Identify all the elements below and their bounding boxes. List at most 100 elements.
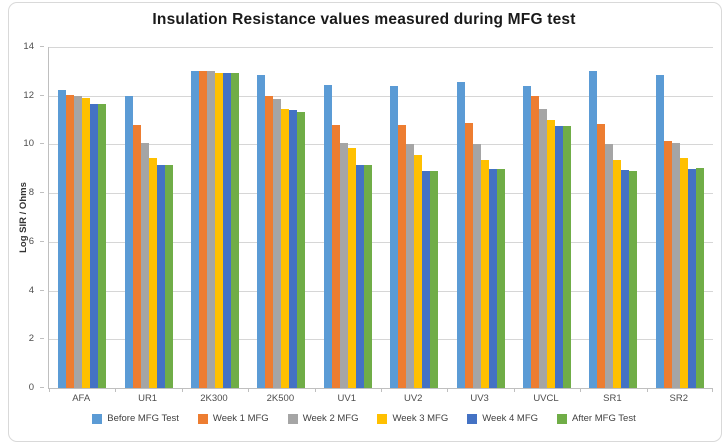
legend-label: Week 1 MFG — [212, 413, 269, 424]
gridline-y6 — [49, 241, 713, 243]
x-tick-mark — [49, 388, 50, 392]
plot-area — [48, 47, 713, 392]
y-tick-mark — [40, 94, 44, 96]
legend-label: Week 3 MFG — [392, 413, 449, 424]
bar-week-3-mfg-2k300 — [214, 72, 223, 388]
bar-week-4-mfg-afa — [90, 104, 99, 388]
bar-group-ur1 — [115, 47, 181, 388]
bar-group-afa — [49, 47, 115, 388]
bar-after-mfg-test-uv3 — [496, 168, 505, 388]
x-tick-mark — [646, 388, 648, 392]
bar-week-4-mfg-2k500 — [289, 110, 298, 388]
y-tick-mark — [40, 46, 44, 47]
legend-label: After MFG Test — [572, 413, 636, 424]
bar-week-3-mfg-uvcl — [546, 120, 555, 388]
bar-after-mfg-test-uv2 — [430, 171, 439, 388]
legend-label: Week 2 MFG — [302, 413, 359, 424]
bar-week-3-mfg-uv3 — [480, 160, 489, 388]
bar-week-2-mfg-uv1 — [339, 143, 348, 388]
legend-label: Before MFG Test — [107, 413, 179, 424]
legend-marker — [92, 413, 103, 424]
gridline-y8 — [49, 193, 713, 195]
chart-title: Insulation Resistance values measured du… — [152, 11, 576, 28]
bar-week-4-mfg-uv3 — [488, 168, 497, 388]
y-tick-mark — [40, 143, 44, 145]
x-tick-mark — [314, 388, 316, 392]
legend-marker — [557, 413, 568, 424]
bar-week-1-mfg-uvcl — [530, 95, 539, 388]
y-tick-label: 14 — [23, 41, 34, 52]
bar-week-4-mfg-uvcl — [554, 126, 563, 388]
bar-week-3-mfg-uv1 — [347, 148, 356, 388]
x-category-label: SR1 — [603, 393, 622, 404]
bar-before-mfg-test-sr2 — [655, 75, 664, 388]
bar-week-1-mfg-2k500 — [265, 95, 274, 388]
bar-after-mfg-test-uv1 — [363, 165, 372, 388]
bar-before-mfg-test-afa — [58, 89, 67, 388]
legend: Before MFG Test Week 1 MFG Week 2 MFG Week … — [0, 413, 728, 424]
legend-item-week-3-mfg: Week 3 MFG — [377, 413, 448, 424]
legend-item-before-mfg-test: Before MFG Test — [92, 413, 179, 424]
bar-group-uv2 — [381, 47, 447, 388]
legend-label: Week 4 MFG — [482, 413, 539, 424]
x-category-label: AFA — [72, 393, 91, 404]
bar-week-4-mfg-sr1 — [621, 170, 630, 388]
bar-week-4-mfg-uv1 — [355, 165, 364, 388]
y-tick-label: 12 — [23, 89, 34, 101]
x-tick-mark — [115, 388, 117, 392]
y-tick-label: 6 — [28, 235, 34, 247]
legend-marker — [377, 413, 388, 424]
bar-group-sr2 — [647, 47, 713, 388]
bar-group-sr1 — [580, 47, 646, 388]
bar-before-mfg-test-uvcl — [522, 85, 531, 388]
x-category-label: 2K500 — [266, 393, 295, 404]
y-tick-mark — [40, 387, 44, 388]
legend-marker — [197, 413, 208, 424]
bar-week-4-mfg-uv2 — [422, 171, 431, 388]
bar-week-2-mfg-sr2 — [671, 143, 680, 388]
legend-marker — [287, 413, 298, 424]
gridline-y14 — [49, 47, 713, 48]
x-tick-mark — [712, 388, 713, 392]
bar-after-mfg-test-ur1 — [164, 165, 173, 388]
x-category-label: UV2 — [403, 393, 423, 404]
x-tick-mark — [248, 388, 250, 392]
x-tick-mark — [447, 388, 449, 392]
bar-week-1-mfg-ur1 — [132, 124, 141, 388]
bar-week-1-mfg-afa — [66, 94, 75, 388]
bar-week-3-mfg-ur1 — [148, 157, 157, 388]
bar-after-mfg-test-uvcl — [562, 126, 571, 388]
legend-item-week-1-mfg: Week 1 MFG — [197, 413, 269, 424]
bar-group-uvcl — [514, 47, 580, 388]
bar-week-2-mfg-afa — [74, 95, 83, 388]
y-tick-label: 8 — [28, 187, 34, 199]
y-tick-label: 0 — [28, 382, 34, 393]
bar-after-mfg-test-sr1 — [629, 171, 638, 388]
gridline-y4 — [49, 290, 713, 292]
bar-week-3-mfg-2k500 — [281, 109, 290, 388]
bar-week-2-mfg-uvcl — [538, 109, 547, 388]
bar-week-1-mfg-sr1 — [597, 123, 606, 388]
bar-week-3-mfg-sr2 — [679, 157, 688, 388]
bar-week-1-mfg-uv3 — [464, 122, 473, 388]
bar-week-4-mfg-ur1 — [156, 165, 165, 388]
bar-after-mfg-test-afa — [98, 104, 107, 388]
bar-week-2-mfg-2k300 — [206, 71, 215, 388]
bar-group-uv1 — [315, 47, 381, 388]
x-category-label: UVCL — [533, 393, 559, 404]
bar-after-mfg-test-sr2 — [695, 167, 704, 388]
legend-item-week-4-mfg: Week 4 MFG — [467, 413, 538, 424]
y-tick-mark — [40, 338, 44, 340]
bar-week-4-mfg-sr2 — [687, 168, 696, 388]
y-tick-mark — [40, 192, 44, 194]
y-axis-labels: 0 2 4 6 8 10 12 14 — [0, 41, 44, 393]
bar-after-mfg-test-2k500 — [297, 111, 306, 388]
bar-group-uv3 — [447, 47, 513, 388]
bar-before-mfg-test-sr1 — [589, 71, 598, 388]
y-tick-label: 2 — [28, 333, 34, 345]
x-tick-mark — [381, 388, 382, 392]
legend-item-after-mfg-test: After MFG Test — [557, 413, 636, 424]
x-axis-labels: AFA UR1 2K300 2K500 UV1 UV2 UV3 UVCL SR1 SR2 — [48, 393, 712, 407]
bar-week-2-mfg-ur1 — [140, 143, 149, 388]
